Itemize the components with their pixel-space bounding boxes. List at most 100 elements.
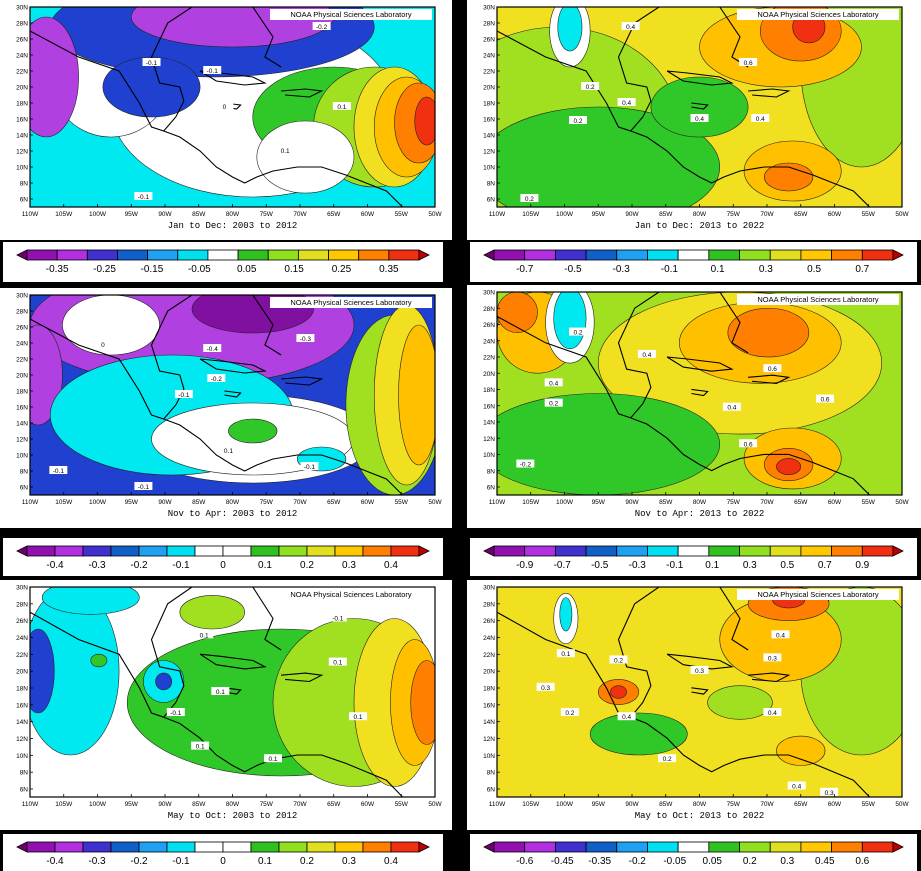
colorbar-tick-label: 0.2 [743, 856, 757, 867]
map-caption: May to Oct: 2013 to 2022 [635, 811, 765, 821]
contour-label-bg [560, 708, 579, 716]
lat-tick-label: 14N [16, 133, 28, 140]
colorbar-swatch [110, 841, 140, 853]
lon-tick-label: 110W [22, 499, 39, 506]
colorbar-swatch [616, 249, 648, 261]
coastline-2 [199, 653, 267, 670]
lat-tick-label: 8N [487, 181, 496, 188]
contour-label: 0.2 [573, 118, 582, 125]
lon-tick-label: 60W [828, 211, 842, 218]
colorbar-tick-label: -0.3 [88, 856, 106, 867]
colorbar-swatch [769, 249, 802, 261]
contour-label-bg [349, 712, 368, 721]
lat-tick-label: 20N [16, 85, 28, 92]
lon-tick-label: 80W [226, 499, 240, 506]
contour-label-bg [609, 655, 628, 664]
contour-label: 0.2 [663, 756, 672, 763]
contour-label: -0.1 [138, 194, 150, 201]
colorbar-swatch [708, 249, 740, 261]
colorbar-tick-label: -0.5 [591, 560, 609, 571]
colorbar-swatch [306, 841, 336, 853]
colorbar-tick-label: -0.4 [46, 560, 64, 571]
contour-label-bg [787, 781, 806, 790]
lat-tick-label: 10N [16, 753, 28, 760]
lat-tick-label: 24N [483, 53, 495, 60]
contour-region-11 [398, 324, 435, 466]
colorbar-swatch [86, 249, 118, 261]
lon-tick-label: 95W [592, 211, 606, 218]
colorbar-swatch [708, 841, 740, 853]
coastline-4 [691, 388, 709, 397]
lat-tick-label: 12N [483, 736, 495, 743]
contour-label: 0.1 [333, 660, 342, 667]
contour-label-bg [569, 116, 587, 124]
lon-tick-label: 85W [192, 211, 206, 218]
colorbar-swatch [138, 545, 168, 557]
coastline-1 [630, 417, 870, 495]
contour-label-bg [690, 666, 709, 674]
colorbar-tick-label: -0.2 [629, 856, 647, 867]
lon-tick-label: 105W [55, 211, 73, 218]
contour-label-bg [771, 630, 790, 639]
contour-label-bg [174, 390, 193, 398]
contour-label: 0.4 [626, 24, 635, 31]
colorbar-tick-label: 0.35 [379, 264, 399, 275]
lon-tick-label: 75W [727, 801, 741, 808]
colorbar-tick-label: 0.3 [342, 856, 356, 867]
contour-label: 0.1 [224, 448, 233, 455]
lat-tick-label: 30N [16, 5, 28, 12]
coastline-1 [163, 418, 403, 495]
contour-label: 0.1 [196, 744, 205, 751]
map-panel-5: -0.1 0.1 0.1 0.1 0.1 -0.1 0.1 0.1 NOAA Physical … [0, 580, 452, 830]
contour-label-bg [621, 22, 640, 30]
colorbar-tick-label: 0.1 [258, 560, 272, 571]
contour-label-bg [581, 82, 600, 90]
contour-label-bg [722, 402, 741, 411]
map-panel-4: -0.2 0.4 0.4 0.6 0.6 0.4 0.2 0.2 0.6 NOAA Physica… [467, 285, 921, 528]
coastline-2 [666, 70, 734, 86]
coastline-3 [748, 88, 791, 98]
colorbar-swatch [388, 249, 420, 261]
colorbar-swatch [524, 249, 556, 261]
colorbar-swatch [585, 841, 618, 853]
contour-label: 0.4 [642, 352, 651, 359]
lon-tick-label: 85W [192, 801, 206, 808]
coastline-0 [497, 7, 660, 132]
map-panel-3: -0.4 -0.3 -0.2 -0.1 0.1 -0.1 -0.1 -0.1 0 NOAA Phy… [0, 288, 452, 528]
lat-tick-label: 8N [20, 770, 29, 777]
contour-region-7 [764, 162, 814, 192]
lon-tick-label: 50W [428, 211, 442, 218]
colorbar-tick-label: 0.7 [818, 560, 832, 571]
lon-tick-label: 95W [592, 801, 606, 808]
contour-region-1 [589, 712, 688, 756]
lat-tick-label: 22N [16, 652, 28, 659]
coastline-5 [252, 7, 282, 68]
lon-tick-label: 50W [428, 801, 442, 808]
colorbar-swatch [297, 249, 329, 261]
lat-tick-label: 14N [483, 420, 495, 427]
contour-region-13 [256, 120, 355, 194]
colorbar-swatch [647, 249, 679, 261]
lon-tick-label: 95W [592, 499, 606, 506]
contour-label: 0 [101, 342, 105, 349]
colorbar-swatch [585, 249, 618, 261]
lon-tick-label: 55W [395, 801, 409, 808]
colorbar-swatch [800, 249, 833, 261]
lon-tick-label: 75W [260, 211, 274, 218]
contour-label: 0.2 [565, 710, 574, 717]
colorbar-tick-label: 0.6 [855, 856, 869, 867]
contour-region-1 [30, 628, 55, 714]
lon-tick-label: 90W [625, 211, 639, 218]
colorbar-swatch [554, 841, 587, 853]
contour-label: 0.4 [622, 100, 631, 107]
colorbar-arrow-right [892, 249, 904, 261]
contour-region-10 [41, 587, 140, 615]
contour-label-bg [637, 349, 656, 358]
lat-tick-label: 18N [16, 389, 28, 396]
coastline-5 [719, 292, 749, 354]
colorbar-arrow-left [483, 249, 495, 261]
contour-label-bg [763, 653, 782, 662]
colorbar-tick-label: -0.2 [130, 856, 148, 867]
contour-region-10 [707, 685, 773, 720]
contour-label: -0.3 [300, 336, 312, 343]
